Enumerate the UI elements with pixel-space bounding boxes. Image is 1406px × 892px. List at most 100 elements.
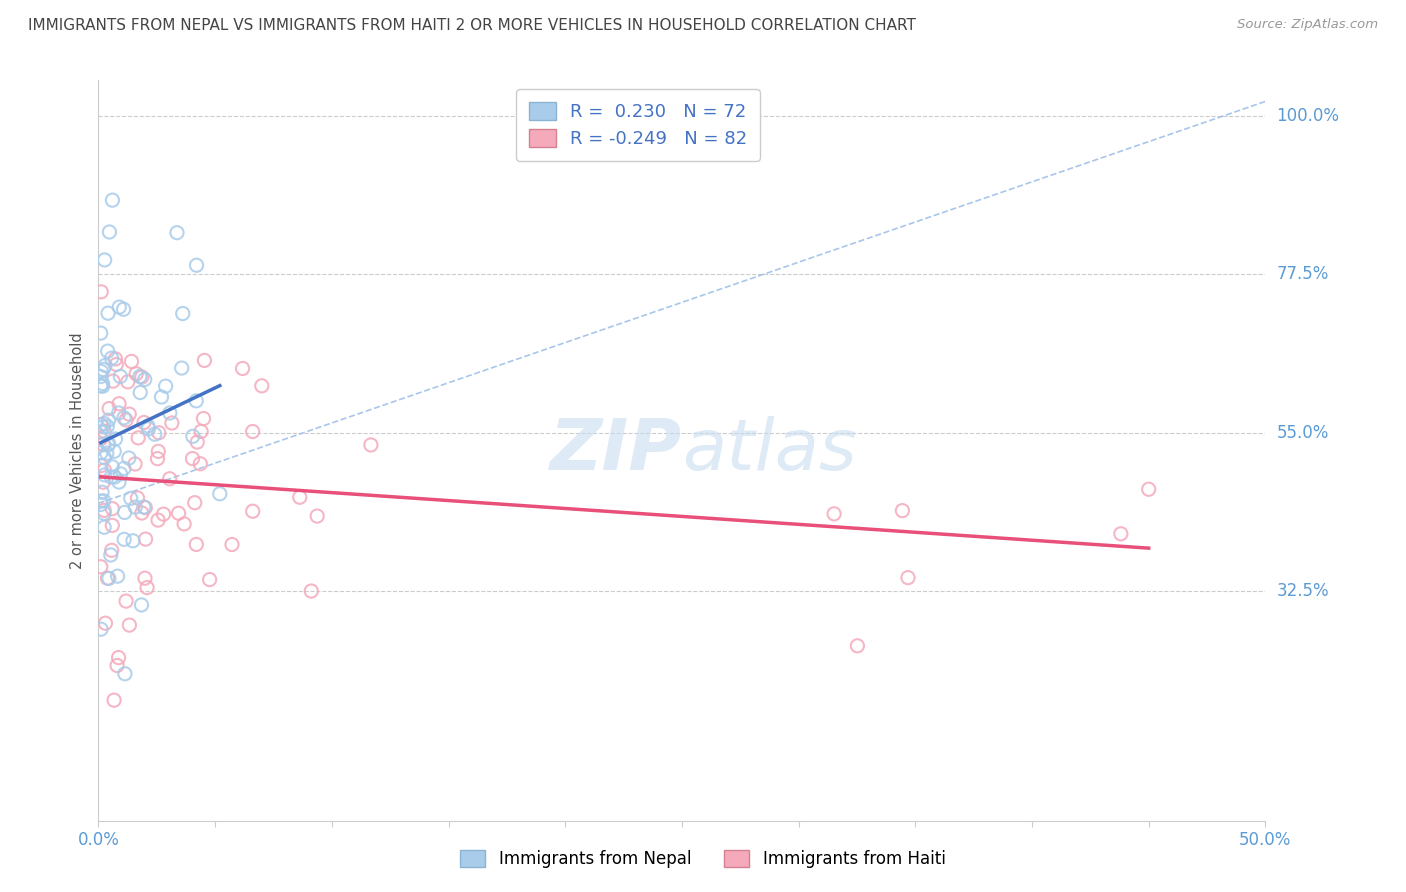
Point	[90, 417, 112, 432]
Point	[124, 457, 146, 471]
Point	[94, 359, 117, 373]
Point	[97, 436, 120, 450]
Point	[100, 470, 122, 484]
Point	[93, 506, 115, 520]
Text: IMMIGRANTS FROM NEPAL VS IMMIGRANTS FROM HAITI 2 OR MORE VEHICLES IN HOUSEHOLD C: IMMIGRANTS FROM NEPAL VS IMMIGRANTS FROM…	[28, 18, 915, 33]
Point	[120, 491, 142, 506]
Point	[108, 475, 131, 489]
Point	[193, 353, 215, 368]
Point	[90, 369, 112, 384]
Point	[1109, 526, 1132, 541]
Point	[101, 518, 124, 533]
Point	[891, 503, 914, 517]
Point	[104, 351, 127, 366]
Point	[97, 571, 120, 585]
Point	[101, 374, 124, 388]
Point	[183, 496, 205, 510]
Point	[103, 693, 125, 707]
Point	[112, 533, 135, 547]
Point	[152, 507, 174, 521]
Point	[90, 498, 112, 512]
Point	[131, 506, 153, 520]
Text: ZIP: ZIP	[550, 416, 682, 485]
Point	[90, 446, 112, 460]
Point	[132, 416, 155, 430]
Point	[100, 543, 122, 558]
Point	[90, 378, 112, 392]
Point	[127, 431, 149, 445]
Point	[112, 302, 135, 317]
Point	[159, 472, 181, 486]
Point	[101, 459, 124, 474]
Point	[128, 369, 150, 384]
Point	[90, 622, 112, 636]
Point	[242, 425, 264, 439]
Point	[129, 385, 152, 400]
Point	[91, 362, 114, 376]
Point	[91, 379, 114, 393]
Point	[93, 520, 115, 534]
Point	[98, 225, 121, 239]
Point	[110, 369, 132, 384]
Point	[897, 571, 920, 585]
Point	[91, 475, 114, 490]
Text: 55.0%: 55.0%	[1277, 424, 1329, 442]
Point	[97, 344, 120, 359]
Point	[288, 490, 311, 504]
Point	[90, 364, 112, 378]
Point	[101, 501, 124, 516]
Point	[90, 326, 112, 340]
Point	[155, 379, 177, 393]
Point	[846, 639, 869, 653]
Point	[134, 571, 156, 585]
Point	[166, 226, 188, 240]
Point	[108, 300, 131, 314]
Point	[114, 666, 136, 681]
Point	[135, 532, 157, 546]
Text: 77.5%: 77.5%	[1277, 265, 1329, 283]
Point	[93, 252, 115, 267]
Point	[143, 427, 166, 442]
Point	[104, 432, 127, 446]
Point	[118, 451, 141, 466]
Point	[186, 435, 208, 450]
Point	[136, 419, 159, 434]
Legend: Immigrants from Nepal, Immigrants from Haiti: Immigrants from Nepal, Immigrants from H…	[454, 843, 952, 875]
Text: 32.5%: 32.5%	[1277, 582, 1329, 600]
Point	[242, 504, 264, 518]
Point	[100, 351, 122, 366]
Point	[105, 658, 128, 673]
Point	[112, 410, 135, 425]
Point	[1137, 482, 1160, 496]
Point	[125, 367, 148, 381]
Point	[134, 372, 156, 386]
Point	[131, 370, 153, 384]
Point	[121, 354, 143, 368]
Point	[97, 306, 120, 320]
Point	[148, 444, 170, 458]
Point	[124, 500, 146, 515]
Point	[232, 361, 254, 376]
Point	[115, 413, 138, 427]
Point	[91, 376, 114, 391]
Point	[117, 375, 139, 389]
Point	[173, 516, 195, 531]
Point	[198, 573, 221, 587]
Point	[93, 503, 115, 517]
Point	[101, 193, 124, 207]
Point	[96, 571, 118, 585]
Point	[108, 397, 131, 411]
Point	[146, 451, 169, 466]
Point	[93, 450, 115, 465]
Point	[131, 598, 153, 612]
Point	[91, 485, 114, 500]
Point	[118, 407, 141, 421]
Point	[97, 413, 120, 427]
Point	[93, 467, 115, 482]
Point	[823, 507, 845, 521]
Point	[97, 438, 120, 452]
Point	[94, 616, 117, 631]
Point	[250, 379, 273, 393]
Point	[138, 422, 160, 436]
Point	[181, 429, 204, 443]
